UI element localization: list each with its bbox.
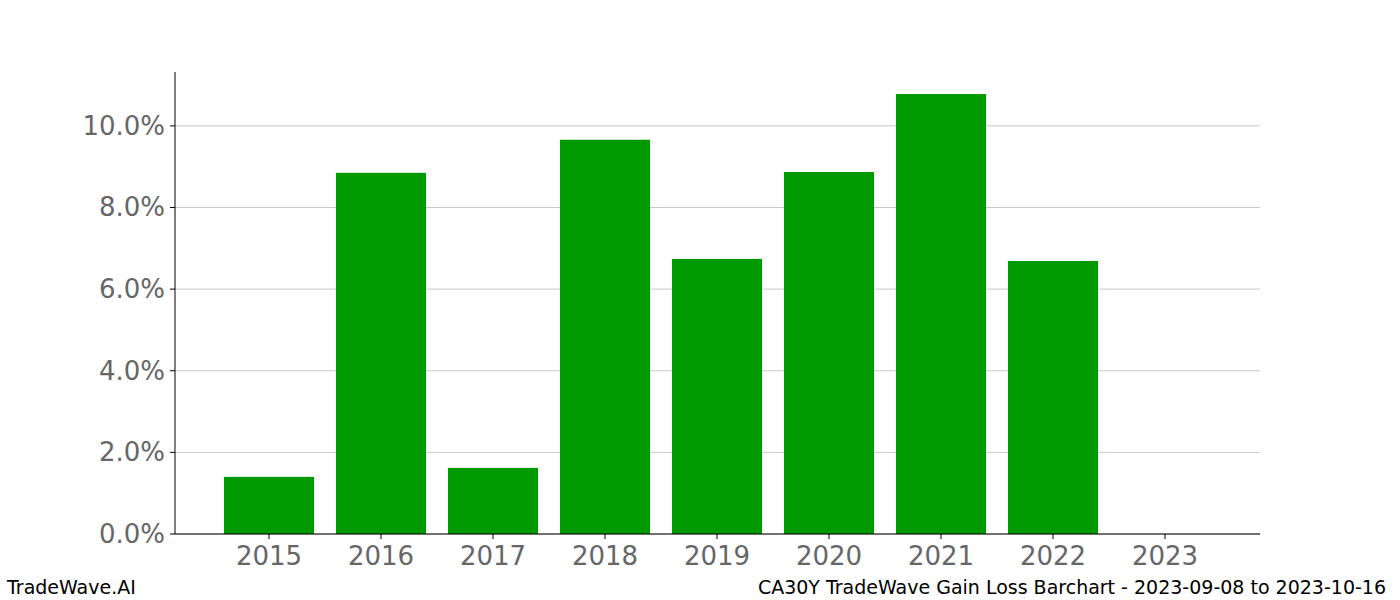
x-tick-label: 2022: [1020, 541, 1086, 571]
bar: [224, 477, 314, 534]
x-tick: [829, 534, 830, 539]
y-axis-line: [175, 72, 176, 534]
y-tick: [170, 534, 175, 535]
y-tick: [170, 452, 175, 453]
x-tick: [605, 534, 606, 539]
x-tick: [381, 534, 382, 539]
bar: [336, 173, 426, 534]
x-tick: [493, 534, 494, 539]
x-tick-label: 2023: [1132, 541, 1198, 571]
bar: [1008, 261, 1098, 534]
bars: [224, 94, 1098, 534]
x-tick: [941, 534, 942, 539]
x-tick-label: 2020: [796, 541, 862, 571]
x-tick: [717, 534, 718, 539]
y-tick: [170, 207, 175, 208]
x-tick: [269, 534, 270, 539]
y-tick-label: 2.0%: [99, 437, 165, 467]
x-tick: [1165, 534, 1166, 539]
y-tick: [170, 370, 175, 371]
chart: 0.0% 2.0% 4.0% 6.0% 8.0% 10.0% 2015 2016 2017 201…: [0, 0, 1400, 600]
y-tick-label: 6.0%: [99, 274, 165, 304]
y-tick-label: 0.0%: [99, 519, 165, 549]
title: CA30Y TradeWave Gain Loss Barchart - 202…: [758, 576, 1386, 598]
y-tick: [170, 289, 175, 290]
x-tick-label: 2019: [684, 541, 750, 571]
x-tick: [1053, 534, 1054, 539]
x-tick-label: 2018: [572, 541, 638, 571]
bar: [784, 172, 874, 534]
bar: [896, 94, 986, 534]
y-tick-label: 4.0%: [99, 356, 165, 386]
y-tick: [170, 125, 175, 126]
bar: [448, 468, 538, 534]
annotation: TradeWave.AI: [6, 576, 136, 598]
bar: [672, 259, 762, 534]
grid: [175, 126, 1260, 534]
x-tick-label: 2015: [236, 541, 302, 571]
grid-line: [175, 125, 1260, 126]
x-tick-label: 2016: [348, 541, 414, 571]
y-tick-label: 8.0%: [99, 192, 165, 222]
bar: [560, 140, 650, 534]
x-tick-label: 2017: [460, 541, 526, 571]
y-tick-label: 10.0%: [82, 111, 165, 141]
x-tick-label: 2021: [908, 541, 974, 571]
axes: 0.0% 2.0% 4.0% 6.0% 8.0% 10.0% 2015 2016 2017 201…: [82, 72, 1260, 571]
